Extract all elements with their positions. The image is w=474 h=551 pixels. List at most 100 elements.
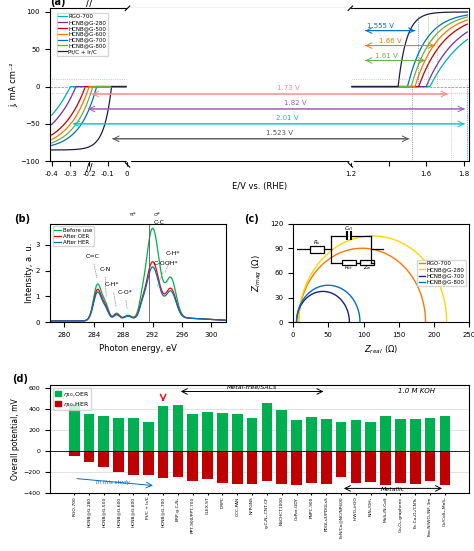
RGO-700 [68,83,73,90]
Text: C-H*: C-H* [105,282,119,306]
Text: 1.523 V: 1.523 V [266,130,293,136]
Before use [150,225,155,231]
Text: Metal-free/SACs: Metal-free/SACs [227,385,277,390]
Bar [202,412,213,451]
HCNB@G-280 [444,316,449,322]
HCNB@G-280 [73,83,79,90]
HCNB@G-700 [96,83,102,90]
Pt/C + Ir/C [58,147,64,153]
After OER [92,291,98,298]
Bar [187,414,198,451]
HCNB@G-280 [49,121,55,128]
Text: 1.73 V: 1.73 V [277,85,300,91]
Bar [262,403,272,451]
RGO-700 [359,245,365,252]
HCNB@G-800 [357,319,363,326]
Line: HCNB@G-700: HCNB@G-700 [52,87,127,145]
Before use [92,287,98,294]
Bar [173,451,183,477]
HCNB@G-700 [346,318,352,325]
Line: HCNB@G-500: HCNB@G-500 [52,87,127,135]
Text: 1.555 V: 1.555 V [367,23,394,29]
After HER [150,263,155,270]
Line: HCNB@G-280: HCNB@G-280 [299,236,447,322]
Line: RGO-700: RGO-700 [52,87,127,115]
HCNB@G-280 [103,83,109,90]
RGO-700 [96,83,102,90]
Line: HCNB@G-280: HCNB@G-280 [52,87,127,125]
Before use [165,276,171,283]
Bar [187,451,198,480]
HCNB@G-800 [103,83,109,90]
HCNB@G-280 [103,83,109,90]
Pt/C + Ir/C [73,146,79,153]
HCNB@G-500 [82,83,88,90]
RGO-700 [296,310,302,317]
RGO-700 [296,319,301,326]
After HER [223,317,229,323]
Bar [380,451,391,485]
Bar [321,451,332,484]
HCNB@G-280 [73,83,79,90]
Line: Before use: Before use [50,228,226,321]
HCNB@G-600 [103,83,109,90]
After HER [47,317,53,324]
Text: In this study: In this study [96,480,130,485]
Bar [158,406,168,451]
HCNB@G-700 [73,128,79,134]
After HER [151,264,157,271]
HCNB@G-280 [296,310,302,316]
HCNB@G-500 [79,93,84,100]
Bar [336,451,346,477]
X-axis label: $Z_{real}$ (Ω): $Z_{real}$ (Ω) [364,343,398,356]
Legend: Before use, After OER, After HER: Before use, After OER, After HER [53,226,93,246]
After OER [223,317,229,323]
HCNB@G-600 [96,83,102,90]
HCNB@G-700 [124,83,129,90]
HCNB@G-600 [86,83,92,90]
HCNB@G-800 [357,319,363,326]
Legend: RGO-700, HCNB@G-280, HCNB@G-500, HCNB@G-600, HCNB@G-700, HCNB@G-800, Pt/C + Ir/C: RGO-700, HCNB@G-280, HCNB@G-500, HCNB@G-… [57,13,108,56]
HCNB@G-700 [294,315,300,322]
Bar [173,404,183,451]
Bar [336,422,346,451]
Line: After HER: After HER [50,267,226,321]
HCNB@G-500 [73,104,79,111]
Y-axis label: Intensity, a. u.: Intensity, a. u. [25,242,34,303]
Text: C-C: C-C [154,220,165,225]
Line: HCNB@G-800: HCNB@G-800 [297,285,360,322]
HCNB@G-700 [346,318,352,325]
Text: //: // [86,163,93,172]
Before use [127,312,132,319]
HCNB@G-600 [58,131,64,137]
Bar [232,414,243,451]
HCNB@G-800 [49,139,55,146]
Line: HCNB@G-800: HCNB@G-800 [52,87,127,143]
Text: π*: π* [130,212,137,218]
After OER [151,260,157,266]
Line: Pt/C + Ir/C: Pt/C + Ir/C [52,87,127,150]
Bar [262,451,272,480]
HCNB@G-700 [294,319,300,326]
Pt/C + Ir/C [109,83,115,90]
Bar [276,410,287,451]
HCNB@G-500 [96,83,102,90]
Bar [99,416,109,451]
Pt/C + Ir/C [49,147,55,153]
HCNB@G-800 [294,315,300,321]
HCNB@G-800 [58,136,64,142]
RGO-700 [58,100,64,107]
HCNB@G-700 [58,139,64,145]
Bar [143,422,154,451]
HCNB@G-280 [296,319,301,326]
Bar [291,451,302,485]
HCNB@G-800 [326,282,331,289]
Bar [232,451,243,484]
Text: (d): (d) [12,375,28,385]
Text: Metallic: Metallic [381,487,405,491]
HCNB@G-700 [94,83,100,90]
HCNB@G-800 [357,318,363,325]
HCNB@G-800 [357,317,363,324]
RGO-700 [314,267,320,273]
Bar [425,418,435,451]
